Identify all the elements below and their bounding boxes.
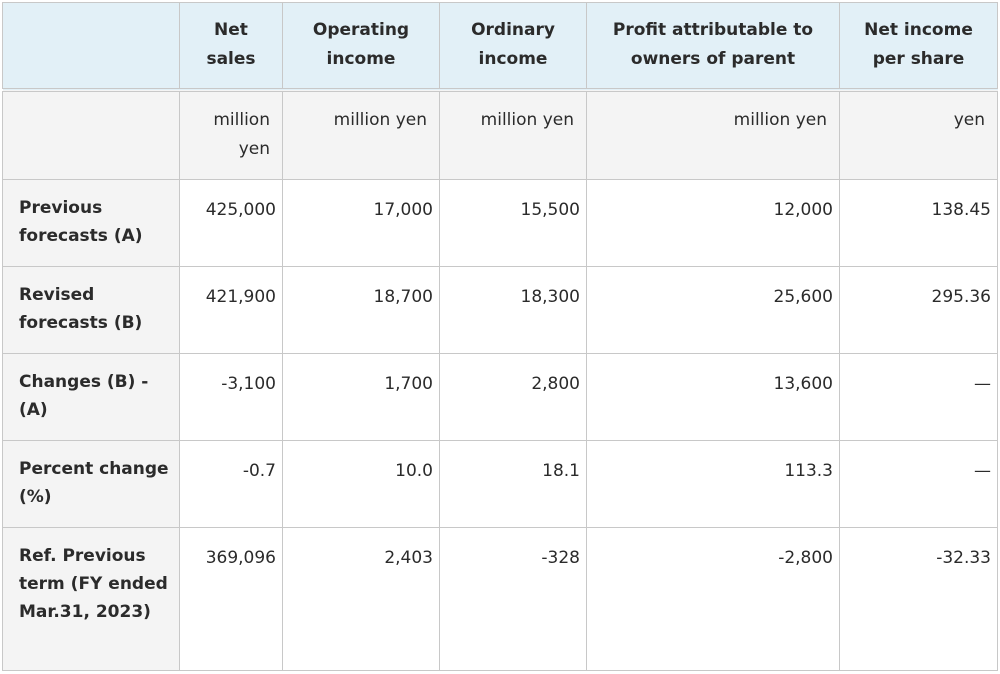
cell-net-sales: 421,900 bbox=[179, 266, 283, 354]
cell-net-income-per-share: — bbox=[839, 440, 998, 528]
cell-ordinary-income: 18.1 bbox=[439, 440, 587, 528]
header-net-income-per-share: Net income per share bbox=[839, 2, 998, 92]
cell-operating-income: 2,403 bbox=[282, 527, 440, 671]
header-row: Net sales Operating income Ordinary inco… bbox=[2, 2, 998, 92]
header-net-sales: Net sales bbox=[179, 2, 283, 92]
units-corner-cell bbox=[2, 89, 180, 180]
cell-profit-attributable: 113.3 bbox=[586, 440, 840, 528]
cell-net-income-per-share: 138.45 bbox=[839, 179, 998, 267]
unit-ordinary-income: million yen bbox=[439, 89, 587, 180]
header-ordinary-income: Ordinary income bbox=[439, 2, 587, 92]
cell-net-sales: 425,000 bbox=[179, 179, 283, 267]
cell-operating-income: 1,700 bbox=[282, 353, 440, 441]
cell-profit-attributable: 13,600 bbox=[586, 353, 840, 441]
table-row-changes: Changes (B) - (A) -3,100 1,700 2,800 13,… bbox=[2, 353, 998, 441]
cell-net-sales: 369,096 bbox=[179, 527, 283, 671]
cell-ordinary-income: 15,500 bbox=[439, 179, 587, 267]
cell-net-sales: -3,100 bbox=[179, 353, 283, 441]
cell-net-income-per-share: 295.36 bbox=[839, 266, 998, 354]
units-row: million yen million yen million yen mill… bbox=[2, 89, 998, 180]
cell-net-income-per-share: -32.33 bbox=[839, 527, 998, 671]
header-operating-income: Operating income bbox=[282, 2, 440, 92]
table-row-previous-forecasts: Previous forecasts (A) 425,000 17,000 15… bbox=[2, 179, 998, 267]
unit-operating-income: million yen bbox=[282, 89, 440, 180]
table-row-revised-forecasts: Revised forecasts (B) 421,900 18,700 18,… bbox=[2, 266, 998, 354]
row-label: Previous forecasts (A) bbox=[2, 179, 180, 267]
header-corner-cell bbox=[2, 2, 180, 92]
cell-profit-attributable: -2,800 bbox=[586, 527, 840, 671]
cell-operating-income: 17,000 bbox=[282, 179, 440, 267]
row-label: Revised forecasts (B) bbox=[2, 266, 180, 354]
cell-operating-income: 18,700 bbox=[282, 266, 440, 354]
row-label: Ref. Previous term (FY ended Mar.31, 202… bbox=[2, 527, 180, 671]
unit-net-sales: million yen bbox=[179, 89, 283, 180]
cell-operating-income: 10.0 bbox=[282, 440, 440, 528]
header-profit-attributable: Profit attributable to owners of parent bbox=[586, 2, 840, 92]
row-label: Percent change (%) bbox=[2, 440, 180, 528]
row-label: Changes (B) - (A) bbox=[2, 353, 180, 441]
cell-profit-attributable: 25,600 bbox=[586, 266, 840, 354]
table-row-percent-change: Percent change (%) -0.7 10.0 18.1 113.3 … bbox=[2, 440, 998, 528]
cell-net-income-per-share: — bbox=[839, 353, 998, 441]
unit-net-income-per-share: yen bbox=[839, 89, 998, 180]
cell-ordinary-income: 2,800 bbox=[439, 353, 587, 441]
cell-ordinary-income: 18,300 bbox=[439, 266, 587, 354]
unit-profit-attributable: million yen bbox=[586, 89, 840, 180]
cell-ordinary-income: -328 bbox=[439, 527, 587, 671]
cell-profit-attributable: 12,000 bbox=[586, 179, 840, 267]
table-row-previous-term: Ref. Previous term (FY ended Mar.31, 202… bbox=[2, 527, 998, 671]
cell-net-sales: -0.7 bbox=[179, 440, 283, 528]
